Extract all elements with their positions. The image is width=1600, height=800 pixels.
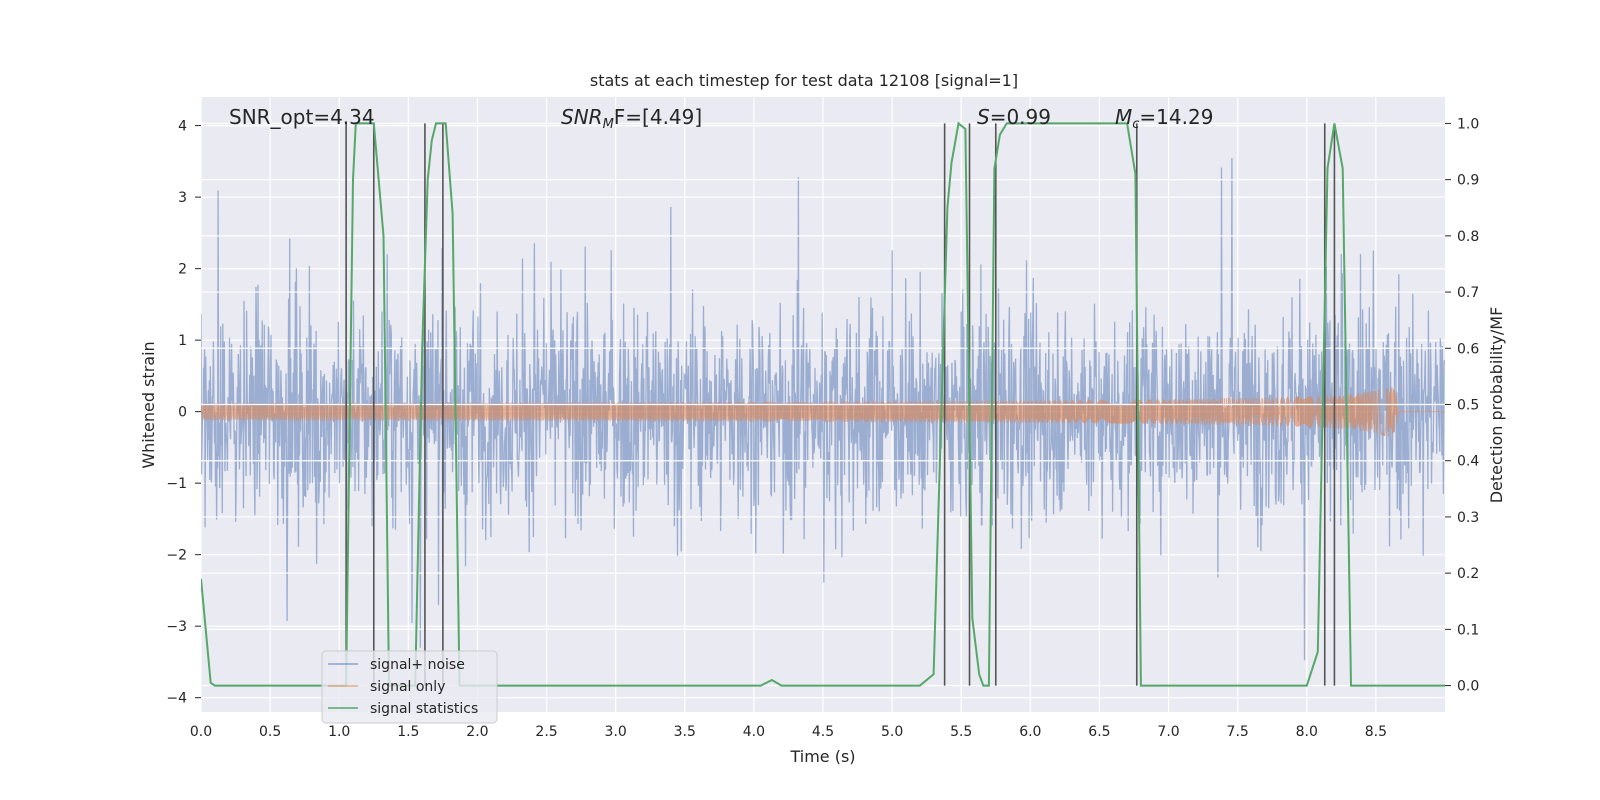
y-right-tick-label: 0.3 [1457,510,1479,526]
y-left-tick-label: −1 [166,476,187,492]
y-right-tick-label: 0.2 [1457,566,1479,582]
annotation-snr-mf-prefix: SNR [561,105,603,129]
y-left-tick-label: 0 [178,405,187,421]
y-left-tick-label: 3 [178,190,187,206]
annotation-snr-mf: SNRMF=[4.49] [561,105,702,132]
y-right-tick-label: 0.5 [1457,398,1479,414]
legend-box [321,650,498,724]
annotation-mc-sub: c [1132,117,1139,132]
legend: signal+ noise signal only signal statist… [321,650,498,724]
x-tick-label: 6.0 [1019,724,1041,740]
x-tick-label: 2.5 [535,724,557,740]
event-markers [345,123,1336,686]
series-signal-noise [201,157,1445,661]
y-axis-left-ticks: −4 −3 −2 −1 0 1 2 3 4 [166,119,201,707]
x-tick-label: 4.5 [812,724,834,740]
series-signal-only [201,387,1445,437]
x-tick-label: 5.0 [881,724,903,740]
y-right-tick-label: 0.9 [1457,173,1479,189]
y-left-tick-label: 2 [178,262,187,278]
x-tick-label: 1.5 [397,724,419,740]
y-axis-right-ticks: 0.0 0.1 0.2 0.3 0.4 0.5 0.6 0.7 0.8 0.9 1.0 [1445,116,1479,695]
x-tick-label: 3.5 [674,724,696,740]
x-tick-label: 6.5 [1088,724,1110,740]
annotation-mc-label: M [1115,105,1132,129]
x-axis-ticks: 0.0 0.5 1.0 1.5 2.0 2.5 3.0 3.5 4.0 4.5 5.0 5.5 6.0 6… [190,724,1387,740]
annotation-snr-mf-sub: M [603,117,614,132]
annotation-s: S=0.99 [977,105,1051,129]
signal-statistics-line [201,121,1445,687]
x-tick-label: 2.0 [466,724,488,740]
x-tick-label: 3.0 [605,724,627,740]
x-tick-label: 0.0 [190,724,212,740]
y-left-tick-label: −3 [166,619,187,635]
annotation-snr-opt: SNR_opt=4.34 [229,105,375,129]
legend-label-signal-only: signal only [370,679,445,695]
x-axis-label: Time (s) [789,747,855,766]
y-right-tick-label: 0.7 [1457,285,1479,301]
legend-label-signal-statistics: signal statistics [370,701,478,717]
series-signal-statistics [201,121,1445,687]
x-tick-label: 4.0 [743,724,765,740]
x-tick-label: 7.5 [1227,724,1249,740]
y-left-tick-label: −4 [166,691,187,707]
annotation-snr-mf-suffix: F=[4.49] [614,105,702,129]
chart-title: stats at each timestep for test data 121… [590,71,1018,90]
annotation-s-value: =0.99 [990,105,1051,129]
y-right-tick-label: 0.8 [1457,229,1479,245]
x-tick-label: 8.0 [1296,724,1318,740]
y-right-tick-label: 0.1 [1457,622,1479,638]
y-left-tick-label: −2 [166,548,187,564]
signal-noise-line [201,157,1445,661]
y-right-tick-label: 1.0 [1457,116,1479,132]
annotation-mc: Mc=14.29 [1115,105,1213,132]
signal-only-line [201,387,1445,437]
y-axis-right-label: Detection probability/MF [1487,307,1506,504]
y-right-tick-label: 0.0 [1457,679,1479,695]
x-tick-label: 7.0 [1157,724,1179,740]
y-left-tick-label: 4 [178,119,187,135]
y-right-tick-label: 0.6 [1457,341,1479,357]
y-right-tick-label: 0.4 [1457,454,1479,470]
annotation-mc-value: =14.29 [1139,105,1213,129]
legend-label-signal-noise: signal+ noise [370,657,465,673]
annotation-s-label: S [977,105,990,129]
x-tick-label: 8.5 [1365,724,1387,740]
y-axis-left-label: Whitened strain [139,341,158,468]
x-tick-label: 1.0 [328,724,350,740]
y-left-tick-label: 1 [178,333,187,349]
x-tick-label: 5.5 [950,724,972,740]
x-tick-label: 0.5 [259,724,281,740]
